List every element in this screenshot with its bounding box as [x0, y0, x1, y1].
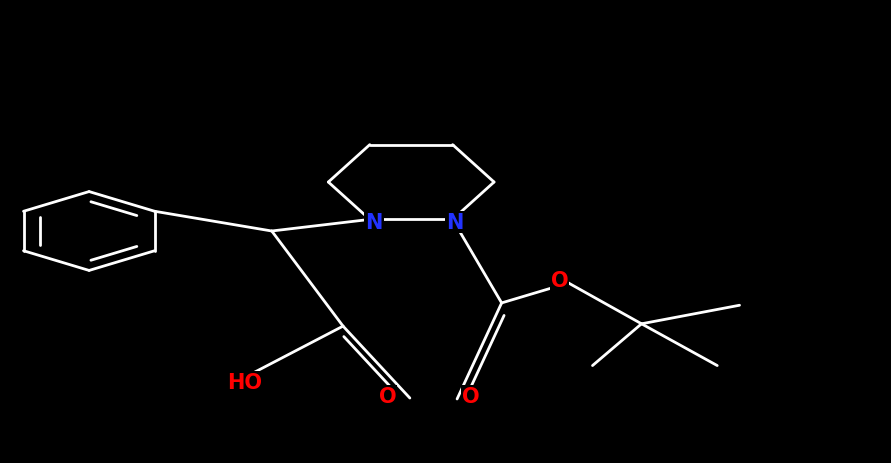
- Text: O: O: [462, 386, 479, 406]
- Text: HO: HO: [227, 372, 263, 392]
- Text: O: O: [551, 270, 568, 290]
- Text: N: N: [365, 212, 383, 232]
- Text: O: O: [379, 386, 396, 406]
- Text: N: N: [446, 212, 463, 232]
